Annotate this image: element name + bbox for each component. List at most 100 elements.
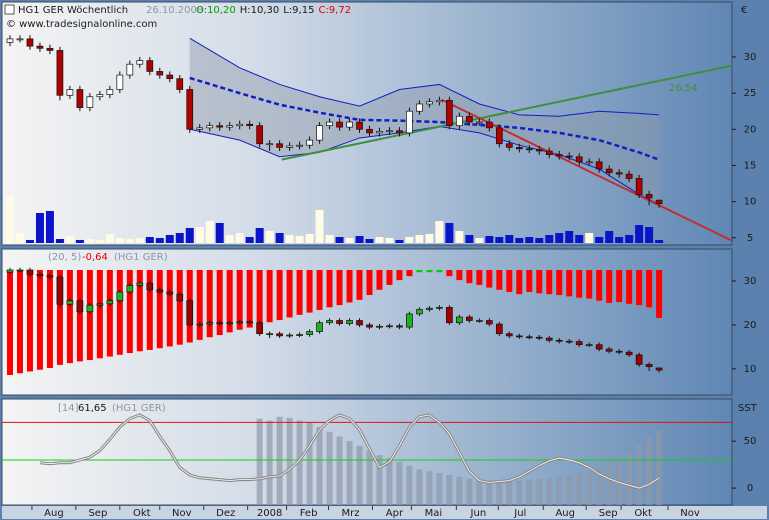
ohlc-label: O:10,20	[196, 5, 236, 16]
candle-body	[36, 274, 44, 277]
indicator-bar	[636, 270, 643, 306]
volume-bar	[505, 235, 514, 243]
volume-bar	[425, 234, 434, 243]
volume-bar	[475, 238, 484, 243]
volume-bar	[35, 213, 44, 243]
indicator-bar	[126, 270, 133, 354]
unit-label: €	[741, 5, 747, 16]
oscillator-bar	[566, 474, 573, 505]
volume-bar	[195, 227, 204, 243]
candle-body	[635, 178, 643, 195]
x-tick-label: Jun	[470, 508, 487, 519]
candle-body	[446, 306, 453, 324]
candle-body	[485, 121, 493, 129]
volume-bar	[575, 235, 584, 243]
indicator-bar	[456, 270, 463, 281]
candle-body	[376, 325, 383, 328]
x-tick-label: Okt	[634, 508, 652, 519]
volume-bar	[485, 236, 494, 243]
candle-body	[396, 130, 403, 134]
indicator-bar	[586, 270, 593, 299]
indicator-bar	[26, 270, 33, 372]
candle-body	[655, 367, 663, 371]
x-tick-label: Mrz	[342, 508, 360, 519]
candle-body	[316, 322, 323, 332]
candle-body	[186, 300, 194, 326]
indicator-bar	[596, 270, 603, 301]
candle-body	[525, 336, 533, 339]
candle-body	[146, 282, 154, 291]
y-tick-label: 15	[744, 160, 757, 171]
indicator-bar	[96, 270, 103, 359]
indicator-bar	[646, 270, 653, 308]
candle-body	[555, 339, 563, 342]
indicator-bar	[386, 270, 393, 285]
indicator-bar	[206, 270, 213, 338]
candle-body	[16, 38, 24, 41]
volume-bar	[395, 240, 404, 243]
candle-body	[116, 74, 124, 90]
copyright: © www.tradesignalonline.com	[6, 19, 157, 30]
candle-body	[535, 149, 543, 152]
volume-bar	[515, 238, 524, 243]
candle-body	[366, 324, 373, 328]
ohlc-label: H:10,30	[240, 5, 280, 16]
indicator-bar	[306, 270, 313, 313]
candle-body	[136, 60, 144, 65]
candle-body	[575, 156, 583, 163]
candle-body	[585, 344, 593, 347]
x-tick-label: Nov	[172, 508, 192, 519]
volume-bar	[145, 237, 154, 243]
candle-body	[56, 50, 64, 96]
indicator-bar	[536, 270, 543, 294]
candle-body	[66, 300, 74, 305]
indicator-bar	[416, 270, 423, 273]
oscillator-bar	[516, 480, 523, 505]
indicator-bar	[466, 270, 473, 284]
candle-body	[316, 125, 323, 141]
indicator-bar	[166, 270, 173, 347]
candle-body	[296, 144, 303, 147]
oscillator-bar	[396, 461, 403, 505]
oscillator-line-highlight	[39, 414, 660, 489]
x-tick-label: Apr	[386, 508, 404, 519]
indicator-bar	[276, 270, 283, 321]
indicator-bar	[216, 270, 223, 336]
oscillator-bar	[496, 480, 503, 505]
indicator-params: (20, 5)	[48, 252, 81, 263]
indicator-bar	[526, 270, 533, 292]
volume-bar	[615, 237, 624, 243]
volume-bar	[535, 238, 544, 243]
x-tick-label: Sep	[88, 508, 107, 519]
x-tick-label: Sep	[599, 508, 618, 519]
oscillator-bar	[576, 473, 583, 505]
y-tick-label: 25	[744, 88, 757, 99]
volume-bar	[25, 240, 34, 243]
candle-body	[615, 350, 623, 353]
indicator-bar	[546, 270, 553, 295]
candle-body	[456, 316, 463, 324]
candle-body	[266, 143, 273, 146]
volume-bar	[325, 235, 334, 243]
indicator-bar	[116, 270, 123, 355]
annotation: 26,54	[669, 83, 698, 94]
indicator-bar	[36, 270, 43, 370]
indicator-bar	[6, 270, 13, 375]
x-tick-label: Dez	[216, 508, 235, 519]
oscillator-bar	[456, 476, 463, 505]
volume-bar	[375, 237, 384, 243]
y-tick-label: 20	[744, 320, 757, 331]
y-tick-label: 30	[744, 52, 757, 63]
oscillator-symbol: (HG1 GER)	[112, 403, 166, 414]
candle-body	[146, 60, 154, 72]
oscillator-bar	[306, 422, 313, 505]
volume-bar	[335, 237, 344, 243]
volume-bar	[65, 236, 74, 243]
candle-body	[206, 125, 214, 129]
indicator-bar	[476, 270, 483, 285]
candle-body	[416, 103, 423, 112]
volume-bar	[75, 240, 84, 243]
indicator-bar	[286, 270, 293, 318]
volume-bar	[125, 239, 134, 243]
indicator-bar	[66, 270, 73, 364]
